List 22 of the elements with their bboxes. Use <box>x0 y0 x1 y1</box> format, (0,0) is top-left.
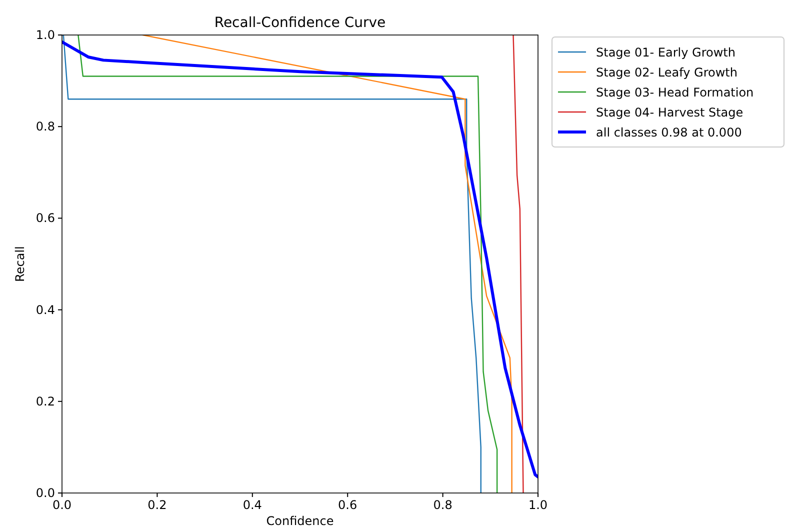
chart-title: Recall-Confidence Curve <box>214 15 386 31</box>
x-tick-label: 0.2 <box>148 498 167 512</box>
x-tick-label: 0.0 <box>52 498 72 512</box>
y-axis-title: Recall <box>13 246 27 282</box>
legend-label: Stage 04- Harvest Stage <box>596 106 744 120</box>
legend-label: Stage 02- Leafy Growth <box>596 66 738 80</box>
y-tick-label: 0.2 <box>36 394 55 408</box>
x-tick-label: 0.6 <box>338 498 358 512</box>
line-series <box>512 35 524 493</box>
legend-label: Stage 03- Head Formation <box>596 86 754 100</box>
y-tick-label: 1.0 <box>36 28 55 42</box>
y-tick-label: 0.4 <box>36 302 55 317</box>
legend-label: Stage 01- Early Growth <box>596 46 736 60</box>
line-series <box>142 35 512 493</box>
legend-label: all classes 0.98 at 0.000 <box>596 126 742 140</box>
x-axis-title: Confidence <box>266 514 334 528</box>
x-tick-label: 0.4 <box>242 498 262 512</box>
y-tick-label: 0.6 <box>36 211 55 226</box>
x-tick-label: 0.8 <box>433 498 452 512</box>
y-tick-label: 0.0 <box>36 486 55 500</box>
x-tick-label: 1.0 <box>528 498 548 512</box>
y-tick-label: 0.8 <box>36 120 55 134</box>
